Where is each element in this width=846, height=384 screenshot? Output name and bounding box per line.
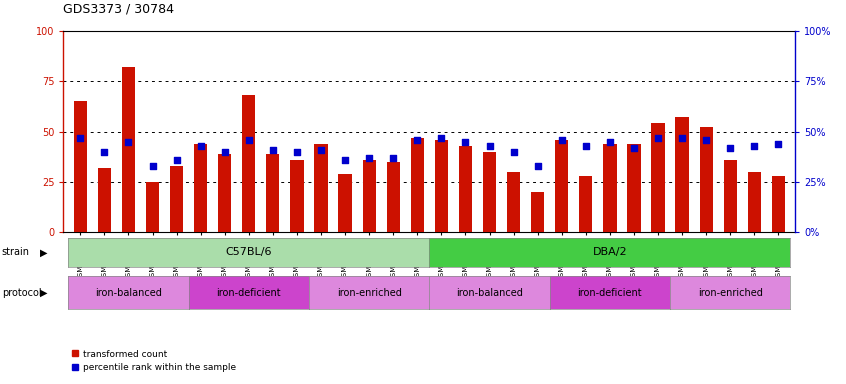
Point <box>627 144 640 151</box>
Point <box>603 139 617 145</box>
Point <box>266 147 280 153</box>
Point <box>651 134 665 141</box>
Point <box>242 136 255 142</box>
Text: iron-balanced: iron-balanced <box>95 288 162 298</box>
Bar <box>290 160 304 232</box>
Point <box>579 142 592 149</box>
Point <box>748 142 761 149</box>
Text: ▶: ▶ <box>41 288 47 298</box>
Bar <box>194 144 207 232</box>
Bar <box>98 168 111 232</box>
Point <box>122 139 135 145</box>
Bar <box>122 67 135 232</box>
Bar <box>483 152 496 232</box>
Text: iron-deficient: iron-deficient <box>578 288 642 298</box>
Point <box>700 136 713 142</box>
Point <box>314 147 327 153</box>
Text: C57BL/6: C57BL/6 <box>226 247 272 258</box>
Bar <box>410 137 424 232</box>
Point <box>483 142 497 149</box>
Point <box>410 136 424 142</box>
Bar <box>266 154 279 232</box>
Bar <box>218 154 231 232</box>
Point <box>170 157 184 163</box>
Bar <box>603 144 617 232</box>
Bar <box>387 162 400 232</box>
Point <box>387 155 400 161</box>
Bar <box>242 95 255 232</box>
Legend: transformed count, percentile rank within the sample: transformed count, percentile rank withi… <box>68 346 240 376</box>
Text: strain: strain <box>2 247 30 258</box>
Text: iron-deficient: iron-deficient <box>217 288 281 298</box>
Text: ▶: ▶ <box>41 247 47 258</box>
Point <box>146 163 159 169</box>
Bar <box>748 172 761 232</box>
Bar <box>507 172 520 232</box>
Point <box>459 139 472 145</box>
Bar <box>74 101 87 232</box>
Point <box>194 142 207 149</box>
Point <box>290 149 304 155</box>
Bar <box>435 139 448 232</box>
Point <box>97 149 111 155</box>
Bar <box>700 127 713 232</box>
Point <box>675 134 689 141</box>
Point <box>531 163 545 169</box>
Text: iron-enriched: iron-enriched <box>698 288 763 298</box>
Bar <box>772 176 785 232</box>
Bar <box>723 160 737 232</box>
Point <box>362 155 376 161</box>
Bar <box>338 174 352 232</box>
Point <box>555 136 569 142</box>
Text: GDS3373 / 30784: GDS3373 / 30784 <box>63 2 174 15</box>
Point <box>772 141 785 147</box>
Point <box>507 149 520 155</box>
Text: DBA/2: DBA/2 <box>592 247 627 258</box>
Bar <box>315 144 327 232</box>
Bar <box>580 176 592 232</box>
Point <box>435 134 448 141</box>
Text: iron-enriched: iron-enriched <box>337 288 402 298</box>
Text: iron-balanced: iron-balanced <box>456 288 523 298</box>
Bar <box>675 118 689 232</box>
Bar <box>651 123 665 232</box>
Point <box>218 149 232 155</box>
Bar <box>531 192 544 232</box>
Bar <box>146 182 159 232</box>
Bar <box>170 166 184 232</box>
Text: protocol: protocol <box>2 288 41 298</box>
Point <box>338 157 352 163</box>
Point <box>723 144 737 151</box>
Bar <box>555 139 569 232</box>
Bar <box>363 160 376 232</box>
Bar <box>459 146 472 232</box>
Bar <box>628 144 640 232</box>
Point <box>74 134 87 141</box>
